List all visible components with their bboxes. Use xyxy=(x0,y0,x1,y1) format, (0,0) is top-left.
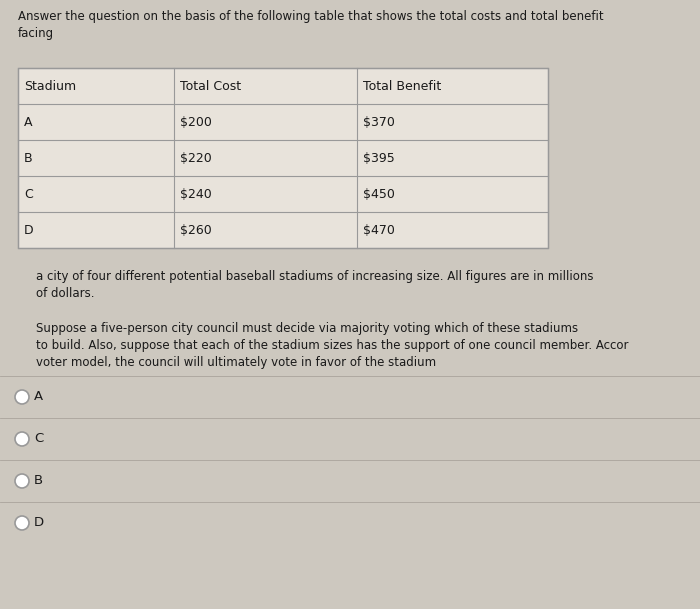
Text: $370: $370 xyxy=(363,116,395,128)
Text: $240: $240 xyxy=(181,188,212,200)
Bar xyxy=(18,68,548,248)
Text: Suppose a five-person city council must decide via majority voting which of thes: Suppose a five-person city council must … xyxy=(36,322,578,335)
Text: $470: $470 xyxy=(363,224,395,236)
Text: A: A xyxy=(34,390,43,404)
Text: C: C xyxy=(34,432,43,446)
Text: a city of four different potential baseball stadiums of increasing size. All fig: a city of four different potential baseb… xyxy=(36,270,594,283)
Text: $200: $200 xyxy=(181,116,212,128)
Text: A: A xyxy=(24,116,32,128)
Text: $220: $220 xyxy=(181,152,212,164)
Text: facing: facing xyxy=(18,27,54,40)
Text: Total Cost: Total Cost xyxy=(181,80,241,93)
Text: of dollars.: of dollars. xyxy=(36,287,94,300)
Text: $260: $260 xyxy=(181,224,212,236)
Text: C: C xyxy=(24,188,33,200)
Text: D: D xyxy=(24,224,34,236)
Text: Total Benefit: Total Benefit xyxy=(363,80,442,93)
Text: Answer the question on the basis of the following table that shows the total cos: Answer the question on the basis of the … xyxy=(18,10,603,23)
Text: B: B xyxy=(34,474,43,487)
Text: Stadium: Stadium xyxy=(24,80,76,93)
Text: to build. Also, suppose that each of the stadium sizes has the support of one co: to build. Also, suppose that each of the… xyxy=(36,339,629,352)
Circle shape xyxy=(15,432,29,446)
Text: D: D xyxy=(34,516,44,529)
Text: B: B xyxy=(24,152,33,164)
Text: $450: $450 xyxy=(363,188,395,200)
Circle shape xyxy=(15,390,29,404)
Text: voter model, the council will ultimately vote in favor of the stadium: voter model, the council will ultimately… xyxy=(36,356,436,369)
Circle shape xyxy=(15,474,29,488)
Text: $395: $395 xyxy=(363,152,395,164)
Circle shape xyxy=(15,516,29,530)
